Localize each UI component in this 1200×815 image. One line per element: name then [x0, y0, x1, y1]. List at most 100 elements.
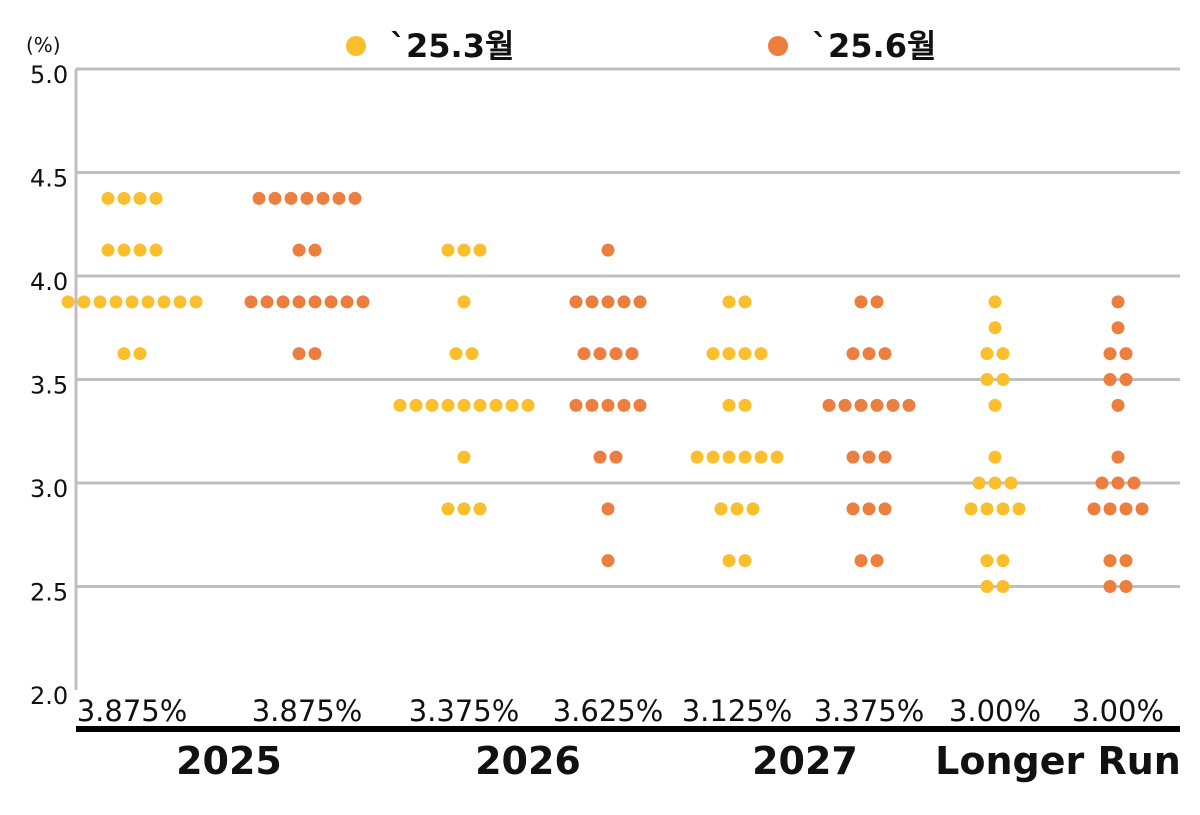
y-tick-label: 3.0: [30, 475, 68, 503]
dot-march: [754, 347, 768, 361]
dot-march: [722, 554, 736, 568]
dot-march: [77, 295, 91, 309]
dot-june: [601, 502, 615, 516]
dot-june: [356, 295, 370, 309]
median-label: 3.875%: [252, 694, 363, 728]
dot-june: [870, 398, 884, 412]
y-tick-label: 4.0: [30, 268, 68, 296]
dot-june: [340, 295, 354, 309]
y-tick-label: 5.0: [30, 61, 68, 89]
dot-march: [465, 347, 479, 361]
median-label: 3.625%: [553, 694, 664, 728]
dot-june: [878, 502, 892, 516]
dot-june: [886, 398, 900, 412]
dot-june: [292, 243, 306, 257]
dot-june: [292, 295, 306, 309]
dot-march: [101, 243, 115, 257]
y-tick-label: 2.5: [30, 579, 68, 607]
dot-june: [609, 450, 623, 464]
median-label: 3.375%: [409, 694, 520, 728]
dot-march: [770, 450, 784, 464]
dot-june: [276, 295, 290, 309]
dot-june: [601, 398, 615, 412]
dot-june: [324, 295, 338, 309]
dot-march: [457, 243, 471, 257]
category-labels: 3.875% 3.875% 3.375% 3.625% 3.125% 3.375% 3.00…: [76, 694, 1181, 783]
dot-june: [244, 295, 258, 309]
dot-june: [1119, 580, 1133, 593]
dot-march: [133, 243, 147, 257]
dot-june: [1087, 502, 1101, 516]
dot-march: [722, 347, 736, 361]
dot-march: [738, 398, 752, 412]
dot-june: [316, 191, 330, 205]
dot-june: [1119, 347, 1133, 361]
dot-june: [854, 554, 868, 568]
dot-june: [308, 243, 322, 257]
gridlines: [76, 67, 1180, 588]
dot-march: [61, 295, 75, 309]
dot-march: [706, 450, 720, 464]
dot-march: [109, 295, 123, 309]
dots: [61, 191, 1149, 593]
dot-march: [1012, 502, 1026, 516]
dot-june: [593, 347, 607, 361]
dot-march: [117, 191, 131, 205]
dot-june: [625, 347, 639, 361]
dot-june: [1103, 502, 1117, 516]
dot-june: [846, 502, 860, 516]
dot-march: [988, 295, 1002, 309]
dot-june: [862, 502, 876, 516]
dot-march: [738, 450, 752, 464]
dot-june: [1103, 373, 1117, 386]
dot-march: [988, 450, 1002, 464]
dot-march: [441, 398, 455, 412]
dot-june: [1111, 476, 1125, 490]
dot-june: [854, 295, 868, 309]
dot-june: [601, 554, 615, 568]
dot-june: [332, 191, 346, 205]
dot-june: [308, 347, 322, 361]
dot-june: [585, 295, 599, 309]
dot-march: [980, 502, 994, 516]
dot-june: [902, 398, 916, 412]
dot-march: [441, 243, 455, 257]
dot-march: [133, 347, 147, 361]
dot-march: [101, 191, 115, 205]
dot-march: [722, 398, 736, 412]
dot-june: [1103, 554, 1117, 568]
dot-march: [980, 373, 994, 386]
dot-march: [754, 450, 768, 464]
dot-march: [457, 295, 471, 309]
group-label: 2026: [475, 739, 581, 783]
dot-march: [441, 502, 455, 516]
median-label: 3.375%: [814, 694, 925, 728]
dot-march: [980, 580, 994, 593]
dot-march: [189, 295, 203, 309]
dot-june: [569, 398, 583, 412]
dot-march: [141, 295, 155, 309]
dot-march: [93, 295, 107, 309]
dot-march: [964, 502, 978, 516]
median-label: 3.00%: [1072, 694, 1164, 728]
dot-june: [569, 295, 583, 309]
y-tick-label: 2.0: [30, 682, 68, 710]
dot-march: [706, 347, 720, 361]
median-label: 3.875%: [77, 694, 188, 728]
legend-marker-june: [768, 36, 788, 56]
dot-june: [1111, 398, 1125, 412]
dot-march: [988, 398, 1002, 412]
dot-march: [393, 398, 407, 412]
dot-march: [457, 502, 471, 516]
dot-march: [457, 398, 471, 412]
dot-march: [996, 554, 1010, 568]
dot-march: [505, 398, 519, 412]
dot-june: [1119, 554, 1133, 568]
group-label: 2025: [176, 739, 282, 783]
dot-march: [489, 398, 503, 412]
legend: `25.3월 `25.6월: [346, 27, 936, 65]
dot-march: [988, 321, 1002, 335]
dot-march: [722, 450, 736, 464]
legend-marker-march: [346, 36, 366, 56]
